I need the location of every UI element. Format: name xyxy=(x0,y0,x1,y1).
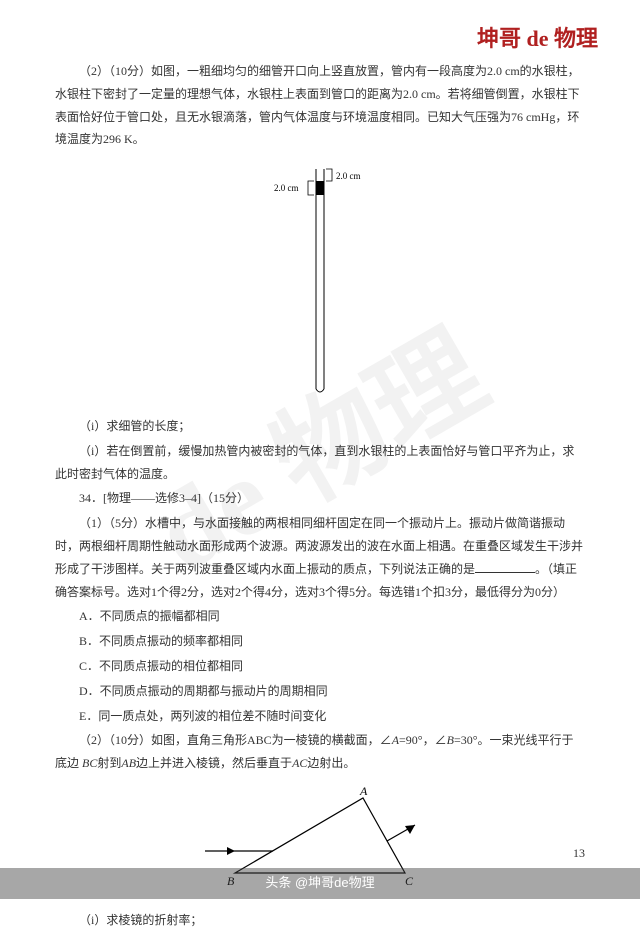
q34-part1-text: （1）（5分）水槽中，与水面接触的两根相同细杆固定在同一个振动片上。振动片做简谐… xyxy=(55,516,583,576)
footer-credit: 头条 @坤哥de物理 xyxy=(0,868,640,899)
page-content: （2）（10分）如图，一粗细均匀的细管开口向上竖直放置，管内有一段高度为2.0 … xyxy=(55,60,585,934)
option-e: E．同一质点处，两列波的相位差不随时间变化 xyxy=(55,705,585,728)
page-number: 13 xyxy=(573,842,585,865)
option-b: B．不同质点振动的频率都相同 xyxy=(55,630,585,653)
t1: （2）（10分）如图，直角三角形ABC为一棱镜的横截面，∠ xyxy=(79,733,392,747)
q33-2-figure: 2.0 cm 2.0 cm xyxy=(55,159,585,407)
page-header-title: 坤哥 de 物理 xyxy=(477,18,598,60)
seg-AC: AC xyxy=(292,756,307,770)
q33-2-i2: （i）若在倒置前，缓慢加热管内被密封的气体，直到水银柱的上表面恰好与管口平齐为止… xyxy=(55,440,585,486)
seg-BC: BC xyxy=(82,756,97,770)
q34-title: 34．[物理——选修3–4]（15分） xyxy=(55,487,585,510)
footer-prefix: 头条 xyxy=(265,875,295,890)
option-a: A．不同质点的振幅都相同 xyxy=(55,605,585,628)
seg-AB: AB xyxy=(121,756,136,770)
svg-text:A: A xyxy=(359,784,368,798)
t4: 射到 xyxy=(97,756,121,770)
q34-part1: （1）（5分）水槽中，与水面接触的两根相同细杆固定在同一个振动片上。振动片做简谐… xyxy=(55,512,585,603)
q34-i1: （i）求棱镜的折射率； xyxy=(55,909,585,932)
answer-blank xyxy=(475,572,535,573)
q33-2-i1: （i）求细管的长度； xyxy=(55,415,585,438)
svg-text:2.0 cm: 2.0 cm xyxy=(336,171,361,181)
svg-text:2.0 cm: 2.0 cm xyxy=(274,183,299,193)
t2: =90°，∠ xyxy=(399,733,447,747)
t6: 边射出。 xyxy=(307,756,355,770)
q34-part2: （2）（10分）如图，直角三角形ABC为一棱镜的横截面，∠A=90°，∠B=30… xyxy=(55,729,585,775)
footer-handle: @坤哥de物理 xyxy=(295,875,375,890)
option-c: C．不同质点振动的相位都相同 xyxy=(55,655,585,678)
q33-2-lead: （2）（10分）如图，一粗细均匀的细管开口向上竖直放置，管内有一段高度为2.0 … xyxy=(55,60,585,151)
t5: 边上并进入棱镜，然后垂直于 xyxy=(136,756,292,770)
option-d: D．不同质点振动的周期都与振动片的周期相同 xyxy=(55,680,585,703)
angle-A: A xyxy=(392,733,399,747)
angle-B: B xyxy=(447,733,454,747)
